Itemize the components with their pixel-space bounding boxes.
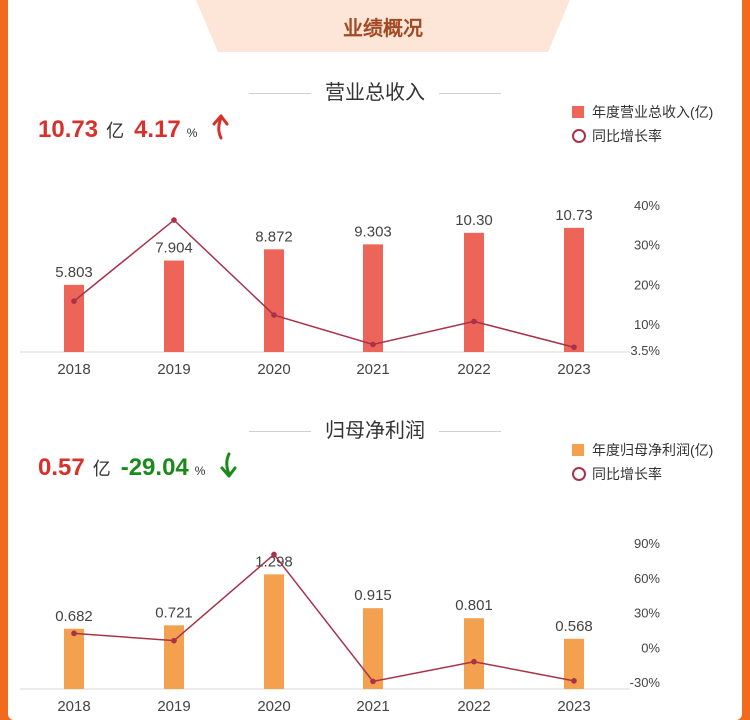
bar-data-label: 0.682 [55,608,93,625]
bar [363,608,383,689]
performance-card: 业绩概况 [8,0,742,720]
y2-tick-label: 30% [634,606,660,621]
growth-line [73,219,575,348]
growth-point [71,630,77,637]
bar-data-label: 0.721 [155,604,193,621]
growth-point [271,551,277,558]
bar-data-label: 8.872 [255,228,293,245]
bar [264,249,284,352]
revenue-chart: 5.803 7.904 8.872 9.303 10.30 10.73 2018 2019 20… [20,198,660,378]
profit-title: 归母净利润 [325,420,425,442]
arrow-down-icon [220,452,237,478]
y2-tick-label: 90% [634,536,660,551]
revenue-title: 营业总收入 [325,82,425,104]
bar [264,574,284,689]
x-tick-label: 2018 [57,698,90,715]
bar [564,227,584,352]
profit-legend: 年度归母净利润(亿) 同比增长率 [572,438,713,486]
y2-tick-label: 0% [641,640,660,655]
x-tick-label: 2023 [557,361,590,378]
y2-tick-label: -30% [630,675,661,690]
y2-tick-label: 20% [634,277,660,292]
x-tick-label: 2022 [457,698,490,715]
y2-tick-label: 40% [634,198,660,213]
x-tick-label: 2019 [157,361,190,378]
growth-point [571,678,577,684]
x-tick-label: 2020 [257,361,290,378]
growth-point [370,678,376,685]
revenue-kpi: 10.73 亿 4.17% [38,114,232,144]
growth-point [571,344,577,351]
bar-legend-swatch [572,444,584,456]
page-title: 业绩概况 [343,16,423,40]
y2-tick-label: 30% [634,238,660,253]
bar [363,244,383,352]
growth-point [171,637,177,644]
legend-growth: 同比增长率 [592,466,662,482]
growth-point [171,217,177,223]
revenue-value: 10.73 [38,116,99,143]
bar-legend-swatch [572,106,584,118]
y2-tick-label: 10% [634,317,660,332]
bar-data-label: 10.30 [455,212,493,229]
revenue-change-unit: % [186,126,198,140]
bar [464,618,484,689]
revenue-change: 4.17 [134,116,181,143]
bar-data-label: 7.904 [155,240,193,257]
growth-point [271,312,277,318]
bar-data-label: 0.801 [455,597,493,614]
bar [164,260,184,352]
profit-kpi: 0.57 亿 -29.04% [38,452,240,482]
line-legend-swatch [572,129,586,143]
bar [64,284,84,352]
bar [464,232,484,352]
x-tick-label: 2019 [157,698,190,715]
profit-value: 0.57 [38,454,85,481]
legend-growth: 同比增长率 [592,128,662,144]
x-tick-label: 2021 [356,698,389,715]
header-tab: 业绩概况 [196,0,570,52]
bar-data-label: 9.303 [354,223,392,240]
x-tick-label: 2018 [57,361,90,378]
profit-section-title: 归母净利润 [0,414,750,443]
profit-change-unit: % [194,464,206,478]
revenue-unit: 亿 [106,121,125,141]
bar-data-label: 0.915 [354,587,392,604]
y2-tick-label: 3.5% [630,343,660,358]
bar [64,628,84,689]
growth-point [471,658,477,665]
growth-point [370,341,376,348]
x-tick-label: 2020 [257,698,290,715]
y2-tick-label: 60% [634,571,660,586]
bar-data-label: 10.73 [555,207,593,224]
legend-revenue: 年度营业总收入(亿) [592,104,714,120]
x-tick-label: 2021 [356,361,389,378]
x-tick-label: 2022 [457,361,490,378]
line-legend-swatch [572,467,586,481]
profit-unit: 亿 [92,459,111,479]
arrow-up-icon [212,114,229,140]
revenue-section-title: 营业总收入 [0,76,750,105]
profit-change: -29.04 [120,454,189,481]
growth-point [471,318,477,325]
bar-data-label: 0.568 [555,618,593,635]
bar [564,638,584,689]
growth-point [71,298,77,304]
growth-line [73,553,575,683]
revenue-legend: 年度营业总收入(亿) 同比增长率 [572,100,713,148]
bar-data-label: 5.803 [55,264,93,281]
x-tick-label: 2023 [557,698,590,715]
legend-profit: 年度归母净利润(亿) [592,442,714,458]
bar [164,625,184,689]
